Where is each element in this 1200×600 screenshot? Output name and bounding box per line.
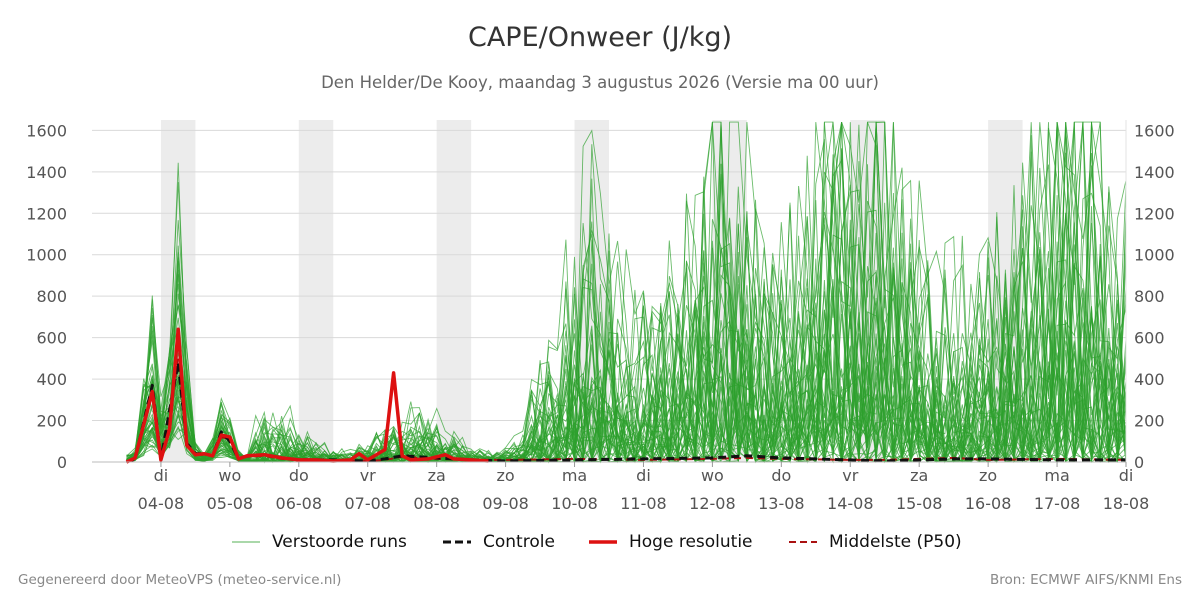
x-tick-day: vr xyxy=(842,466,858,485)
legend-label: Middelste (P50) xyxy=(829,532,962,552)
y-tick-label-left: 400 xyxy=(36,370,67,389)
x-tick-date: 06-08 xyxy=(276,494,323,513)
main-series-lines xyxy=(125,327,1127,464)
x-tick-day: wo xyxy=(218,466,241,485)
ensemble-line-swatch xyxy=(232,541,260,543)
x-tick-day: za xyxy=(910,466,928,485)
night-band xyxy=(436,120,472,462)
series-line-hoge-resolutie xyxy=(125,327,489,464)
x-tick-date: 05-08 xyxy=(207,494,254,513)
legend-item-control[interactable]: Controle xyxy=(443,530,555,554)
legend-label: Hoge resolutie xyxy=(629,532,753,552)
ensemble-member-line xyxy=(126,209,1127,464)
y-tick-label-left: 1200 xyxy=(26,204,67,223)
y-tick-label-right: 0 xyxy=(1134,453,1144,472)
x-tick-day: vr xyxy=(360,466,376,485)
x-tick-day: wo xyxy=(701,466,724,485)
control-line-swatch xyxy=(443,540,471,544)
x-tick-day: ma xyxy=(562,466,587,485)
x-tick-date: 04-08 xyxy=(138,494,185,513)
x-tick-day: do xyxy=(771,466,791,485)
y-tick-label-right: 200 xyxy=(1134,412,1165,431)
x-tick-date: 07-08 xyxy=(344,494,391,513)
legend: Verstoorde runs Controle Hoge resolutie … xyxy=(0,530,1200,554)
x-tick-date: 09-08 xyxy=(482,494,529,513)
y-tick-label-right: 800 xyxy=(1134,287,1165,306)
x-tick-date: 16-08 xyxy=(965,494,1012,513)
night-band xyxy=(298,120,334,462)
hires-line-swatch xyxy=(589,540,617,544)
legend-item-hires[interactable]: Hoge resolutie xyxy=(589,530,753,554)
legend-item-ensemble[interactable]: Verstoorde runs xyxy=(232,530,407,554)
y-tick-label-right: 1200 xyxy=(1134,204,1175,223)
ensemble-lines xyxy=(126,121,1127,464)
cape-chart: 0 0 200 200 400 400 600 600 800 800 1000 1000 1200 12… xyxy=(26,120,1175,513)
ensemble-member-line xyxy=(126,122,1127,463)
x-tick-day: ma xyxy=(1044,466,1069,485)
ensemble-member-line xyxy=(126,121,1127,463)
x-tick-day: za xyxy=(428,466,446,485)
x-tick-date: 17-08 xyxy=(1034,494,1081,513)
y-tick-label-left: 600 xyxy=(36,329,67,348)
chart-title: CAPE/Onweer (J/kg) xyxy=(467,22,732,53)
footer-generator: Gegenereerd door MeteoVPS (meteo-service… xyxy=(18,572,342,588)
y-tick-label-left: 200 xyxy=(36,412,67,431)
y-tick-label-left: 1400 xyxy=(26,163,67,182)
x-tick-date: 18-08 xyxy=(1103,494,1150,513)
y-tick-label-right: 1600 xyxy=(1134,121,1175,140)
y-tick-label-left: 0 xyxy=(57,453,67,472)
ensemble-member-line xyxy=(126,122,1127,464)
x-tick-date: 10-08 xyxy=(551,494,598,513)
y-tick-label-left: 1600 xyxy=(26,121,67,140)
chart-subtitle: Den Helder/De Kooy, maandag 3 augustus 2… xyxy=(321,73,879,92)
median-line-swatch xyxy=(789,541,817,543)
x-tick-day: zo xyxy=(497,466,515,485)
x-tick-day: zo xyxy=(979,466,997,485)
ensemble-member-line xyxy=(126,122,1127,463)
legend-label: Controle xyxy=(483,532,555,552)
y-tick-label-right: 1000 xyxy=(1134,246,1175,265)
x-tick-date: 12-08 xyxy=(689,494,736,513)
y-tick-label-left: 800 xyxy=(36,287,67,306)
x-tick-date: 11-08 xyxy=(620,494,667,513)
x-tick-day: di xyxy=(1119,466,1134,485)
y-tick-label-right: 400 xyxy=(1134,370,1165,389)
y-tick-label-right: 600 xyxy=(1134,329,1165,348)
x-tick-day: di xyxy=(636,466,651,485)
x-tick-date: 15-08 xyxy=(896,494,943,513)
axes: 0 0 200 200 400 400 600 600 800 800 1000 1000 1200 12… xyxy=(26,120,1175,513)
footer-source: Bron: ECMWF AIFS/KNMI Ens xyxy=(989,572,1182,588)
x-tick-date: 13-08 xyxy=(758,494,805,513)
legend-label: Verstoorde runs xyxy=(272,532,407,552)
x-tick-date: 14-08 xyxy=(827,494,874,513)
x-tick-date: 08-08 xyxy=(413,494,460,513)
ensemble-member-line xyxy=(126,316,1127,464)
x-tick-day: di xyxy=(154,466,169,485)
ensemble-member-line xyxy=(126,127,1127,464)
legend-item-median[interactable]: Middelste (P50) xyxy=(789,530,962,554)
y-tick-label-left: 1000 xyxy=(26,246,67,265)
x-tick-day: do xyxy=(289,466,309,485)
y-tick-label-right: 1400 xyxy=(1134,163,1175,182)
